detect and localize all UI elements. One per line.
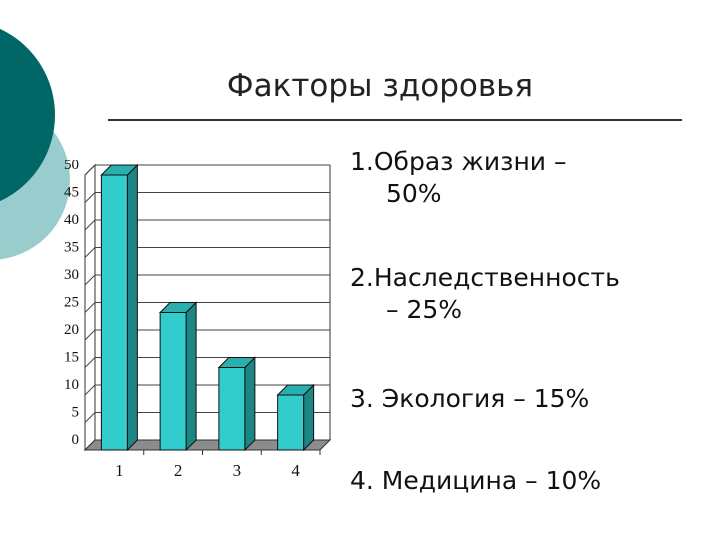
bar: [100, 174, 128, 451]
factor-item-heredity: 2.Наследственность – 25%: [350, 262, 710, 326]
factor-item-lifestyle: 1.Образ жизни – 50%: [350, 146, 710, 210]
bar-side: [185, 301, 197, 452]
y-tick-label: 50: [64, 160, 79, 173]
decorative-circles: [0, 28, 70, 260]
y-tick-label: 30: [64, 267, 79, 283]
gridline-side: [84, 274, 96, 286]
bar: [159, 312, 187, 451]
gridline-side: [84, 329, 96, 341]
y-tick-label: 20: [64, 322, 79, 338]
gridline-side: [84, 302, 96, 313]
factor-item-lifestyle-line2: 50%: [386, 179, 442, 208]
x-tick-label: 3: [233, 461, 242, 480]
gridline-side: [84, 384, 96, 396]
gridline-side: [84, 357, 96, 368]
bar: [277, 394, 305, 451]
y-tick-label: 15: [64, 350, 79, 366]
y-tick-label: 10: [64, 377, 79, 393]
factor-item-medicine-line1: 4. Медицина – 10%: [350, 466, 602, 495]
factor-item-ecology: 3. Экология – 15%: [350, 383, 710, 415]
title-underline: [108, 119, 682, 121]
x-tick-label: 1: [115, 461, 124, 480]
y-tick-label: 35: [64, 240, 79, 256]
factor-item-medicine: 4. Медицина – 10%: [350, 465, 710, 497]
x-tick-label: 4: [291, 461, 300, 480]
y-tick-label: 0: [72, 432, 80, 448]
bar-side: [303, 383, 315, 452]
y-tick-label: 5: [72, 405, 80, 421]
dark-teal-circle: [0, 28, 55, 202]
gridline-side: [84, 219, 96, 231]
gridline-side: [84, 247, 96, 258]
bar-side: [244, 356, 256, 452]
factor-item-ecology-line1: 3. Экология – 15%: [350, 384, 590, 413]
x-tick-label: 2: [174, 461, 183, 480]
factor-item-lifestyle-line1: 1.Образ жизни –: [350, 147, 567, 176]
bar-chart: 0 5 10 15 20 25 30 35 40 45 50 1 2 3 4: [64, 160, 332, 480]
y-tick-label: 45: [64, 185, 79, 201]
bar: [218, 367, 246, 451]
y-tick-label: 40: [64, 212, 79, 228]
gridline-side: [84, 412, 96, 423]
bar-side: [126, 163, 138, 452]
slide-title: Факторы здоровья: [226, 68, 534, 104]
factor-item-heredity-line2: – 25%: [386, 295, 463, 324]
factor-item-heredity-line1: 2.Наследственность: [350, 263, 620, 292]
gridline-side: [84, 192, 96, 203]
y-tick-label: 25: [64, 295, 79, 311]
gridline-side: [84, 164, 96, 176]
